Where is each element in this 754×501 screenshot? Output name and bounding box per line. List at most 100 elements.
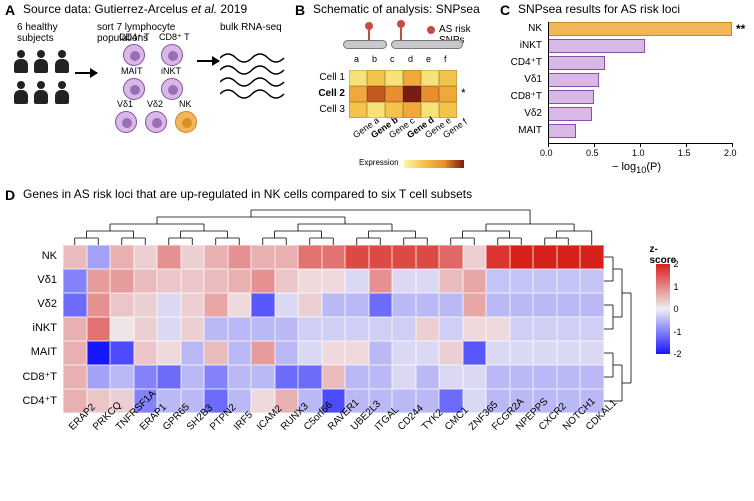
heatmap-cell [416, 365, 440, 389]
heatmap-cell [369, 293, 393, 317]
expression-legend-label: Expression [359, 158, 399, 167]
heatmap-cell [510, 365, 534, 389]
snp-dot-icon [397, 20, 405, 28]
x-axis-label: − log10(P) [612, 161, 661, 175]
heatmap-cell [204, 317, 228, 341]
heatmap-cell [110, 365, 134, 389]
heatmap-cell [298, 317, 322, 341]
panel-a-title: Source data: Gutierrez-Arcelus et al. 20… [23, 2, 247, 16]
heatmap-cell [298, 245, 322, 269]
chrom-letter: d [408, 54, 413, 64]
heatmap-cell [204, 341, 228, 365]
cell-label: Vδ2 [147, 99, 163, 109]
heatmap-cell [251, 365, 275, 389]
heatmap-cell [580, 269, 604, 293]
hm-cell [367, 70, 385, 86]
panel-a: A Source data: Gutierrez-Arcelus et al. … [5, 0, 305, 150]
heatmap-cell [439, 365, 463, 389]
heatmap-cell [181, 317, 205, 341]
heatmap-cell [557, 341, 581, 365]
chrom-letter: c [390, 54, 395, 64]
heatmap-cell [181, 365, 205, 389]
heatmap-cell [63, 269, 87, 293]
heatmap-cell [345, 269, 369, 293]
heatmap-cell [345, 341, 369, 365]
heatmap-cell [87, 293, 111, 317]
heatmap-cell [486, 269, 510, 293]
heatmap-cell [533, 365, 557, 389]
bar [548, 124, 576, 138]
hm-cell [403, 86, 421, 102]
bar [548, 107, 592, 121]
heatmap-cell [87, 365, 111, 389]
cell-icon [115, 111, 137, 133]
z-tick: -2 [674, 349, 682, 359]
heatmap-cell [510, 317, 534, 341]
heatmap-cell [110, 317, 134, 341]
heatmap-cell [369, 317, 393, 341]
panel-b-label: B [295, 2, 305, 18]
heatmap-cell [439, 293, 463, 317]
heatmap-cell [322, 293, 346, 317]
heatmap-cell [181, 341, 205, 365]
heatmap-cell [63, 245, 87, 269]
hm-cell [385, 70, 403, 86]
hm-row-label: Cell 3 [305, 104, 345, 115]
heatmap-cell [463, 269, 487, 293]
cell-label: CD4⁺ T [119, 32, 150, 43]
heatmap-cell [580, 365, 604, 389]
tick-label: 1.0 [632, 148, 645, 158]
heatmap-cell [134, 365, 158, 389]
heatmap-cell [251, 317, 275, 341]
heatmap-cell [392, 269, 416, 293]
heatmap-cell [134, 245, 158, 269]
heatmap-cell [345, 293, 369, 317]
hm-row-label: Cell 2 [305, 88, 345, 99]
hm-cell [421, 86, 439, 102]
chrom-letter: e [426, 54, 431, 64]
cell-label: Vδ1 [117, 99, 133, 109]
heatmap-cell [157, 293, 181, 317]
heatmap-cell [157, 365, 181, 389]
arrow-icon [197, 60, 219, 62]
tick-label: 1.5 [678, 148, 691, 158]
heatmap-cell [345, 317, 369, 341]
heatmap-cell [322, 269, 346, 293]
bar-label: CD4⁺T [500, 57, 542, 68]
heatmap-cell [510, 293, 534, 317]
zscore-legend: z-score 210-1-2 [656, 260, 670, 354]
heatmap-cell [298, 269, 322, 293]
snp-legend-dot [427, 26, 435, 34]
heatmap-cell [486, 365, 510, 389]
heatmap-cell [510, 245, 534, 269]
bar-label: MAIT [500, 125, 542, 136]
row-label: iNKT [5, 322, 57, 334]
heatmap-cell [134, 341, 158, 365]
heatmap-cell [322, 365, 346, 389]
snp-stem [368, 30, 370, 40]
chrom-letter: a [354, 54, 359, 64]
heatmap-cell [110, 341, 134, 365]
expression-legend-bar [404, 160, 464, 168]
heatmap-cell [251, 269, 275, 293]
z-tick: 0 [674, 304, 679, 314]
hm-cell [439, 86, 457, 102]
heatmap-cell [510, 341, 534, 365]
z-tick: 2 [674, 259, 679, 269]
heatmap-cell [63, 317, 87, 341]
column-dendrogram [63, 209, 604, 245]
row-label: CD8⁺T [5, 370, 57, 383]
hm-cell [421, 70, 439, 86]
subjects-text: 6 healthysubjects [17, 22, 58, 44]
heatmap-cell [110, 269, 134, 293]
heatmap-cell [369, 245, 393, 269]
cell-label: MAIT [121, 66, 143, 76]
heatmap-cell [557, 269, 581, 293]
cell-label: iNKT [161, 66, 181, 76]
chrom-letter: b [372, 54, 377, 64]
heatmap-cell [181, 269, 205, 293]
heatmap-cell [392, 293, 416, 317]
heatmap-cell [345, 365, 369, 389]
heatmap-cell [392, 365, 416, 389]
heatmap-cell [416, 341, 440, 365]
